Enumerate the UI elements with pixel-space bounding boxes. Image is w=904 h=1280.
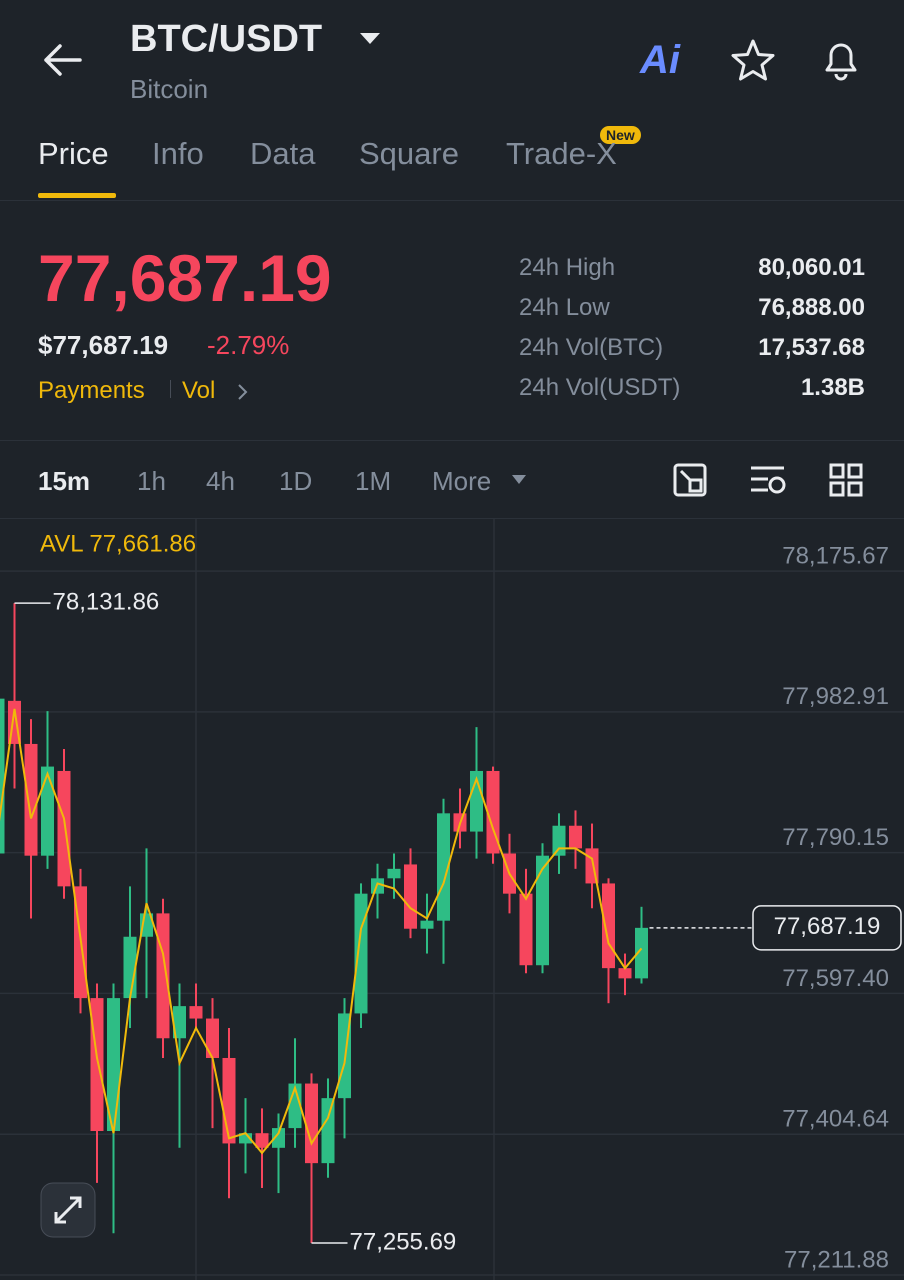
back-button[interactable] bbox=[40, 40, 84, 80]
divider bbox=[0, 200, 904, 201]
y-tick-label: 77,211.88 bbox=[784, 1246, 889, 1273]
candle-body bbox=[156, 913, 170, 1039]
stat-value: 17,537.68 bbox=[758, 334, 865, 361]
vol-link[interactable]: Vol bbox=[182, 377, 216, 404]
new-badge: New bbox=[600, 126, 641, 144]
pair-title[interactable]: BTC/USDT bbox=[130, 18, 323, 60]
pair-subtitle: Bitcoin bbox=[130, 74, 209, 104]
candle-body bbox=[486, 770, 500, 854]
tab[interactable]: Price bbox=[38, 136, 109, 171]
more-dropdown[interactable] bbox=[510, 473, 528, 487]
candle-body bbox=[107, 998, 120, 1132]
candle-body bbox=[189, 1006, 203, 1019]
interval[interactable]: More bbox=[432, 466, 492, 496]
candle-body bbox=[519, 893, 533, 966]
pair-dropdown[interactable] bbox=[358, 30, 382, 46]
candle-body bbox=[305, 1083, 318, 1164]
candle-body bbox=[173, 1006, 186, 1039]
stat-value: 80,060.01 bbox=[758, 254, 865, 281]
stat-label: 24h Vol(USDT) bbox=[519, 374, 681, 401]
candlestick-chart: AVL 77,661.86 78,175.67 77,982.91 77,790.1… bbox=[0, 519, 904, 1280]
candle-body bbox=[618, 968, 632, 979]
last-price-label: 77,687.19 bbox=[774, 913, 881, 940]
interval[interactable]: 15m bbox=[38, 466, 91, 496]
y-tick-label: 77,982.91 bbox=[782, 683, 889, 710]
chevron bbox=[238, 384, 248, 400]
ai-button[interactable]: Ai bbox=[640, 38, 680, 82]
avl-annotation: AVL 77,661.86 bbox=[40, 530, 196, 557]
tab[interactable]: Square bbox=[359, 136, 459, 171]
interval[interactable]: 4h bbox=[206, 466, 235, 496]
alert-button[interactable] bbox=[818, 36, 864, 82]
stat-value: 76,888.00 bbox=[758, 294, 865, 321]
ma-line bbox=[0, 708, 643, 1155]
expand-button[interactable] bbox=[40, 1182, 96, 1238]
candle-body bbox=[272, 1128, 285, 1148]
last-price: 77,687.19 bbox=[38, 241, 332, 315]
candle-body bbox=[321, 1098, 335, 1164]
tab[interactable]: Trade-X bbox=[506, 136, 617, 171]
y-tick-label: 77,597.40 bbox=[782, 965, 889, 992]
candle-body bbox=[255, 1133, 269, 1148]
candle-body bbox=[602, 883, 615, 969]
candle-body bbox=[387, 868, 401, 879]
divider bbox=[0, 440, 904, 441]
candle-body bbox=[222, 1057, 236, 1144]
low-marker-label: 77,255.69 bbox=[350, 1228, 457, 1255]
divider bbox=[0, 518, 904, 519]
candle-body bbox=[420, 920, 434, 929]
favorite-button[interactable] bbox=[730, 38, 776, 84]
y-tick-label: 77,790.15 bbox=[782, 824, 889, 851]
candle-body bbox=[57, 770, 71, 887]
tab[interactable]: Data bbox=[250, 136, 316, 171]
candle-body bbox=[239, 1133, 252, 1144]
candle-body bbox=[635, 927, 648, 979]
candle-body bbox=[404, 864, 417, 929]
interval[interactable]: 1h bbox=[137, 466, 166, 496]
candle-body bbox=[552, 825, 566, 856]
stat-label: 24h Low bbox=[519, 294, 610, 321]
stat-value: 1.38B bbox=[800, 374, 865, 401]
candle-body bbox=[0, 698, 5, 854]
candle-body bbox=[536, 855, 549, 966]
y-tick-label: 77,404.64 bbox=[782, 1106, 889, 1133]
last-price-box bbox=[752, 905, 902, 951]
tab-indicator bbox=[38, 193, 116, 198]
candle-body bbox=[206, 1018, 219, 1058]
usd-price: $77,687.19 bbox=[38, 330, 169, 360]
candle-body bbox=[41, 766, 54, 856]
candle-body bbox=[569, 825, 582, 849]
stat-label: 24h Vol(BTC) bbox=[519, 334, 664, 361]
price-change: -2.79% bbox=[207, 330, 290, 360]
tab[interactable]: Info bbox=[152, 136, 204, 171]
separator bbox=[170, 380, 171, 398]
interval[interactable]: 1M bbox=[355, 466, 392, 496]
high-marker-label: 78,131.86 bbox=[53, 588, 160, 615]
fullscreen-button[interactable] bbox=[672, 462, 708, 498]
stat-label: 24h High bbox=[519, 254, 616, 281]
indicator-button[interactable] bbox=[748, 462, 788, 498]
layout-button[interactable] bbox=[828, 462, 864, 498]
payments-link[interactable]: Payments bbox=[38, 377, 145, 404]
candle-body bbox=[24, 743, 38, 856]
candle-body bbox=[437, 813, 450, 921]
y-tick-label: 78,175.67 bbox=[782, 542, 889, 569]
candle-body bbox=[354, 893, 368, 1014]
interval[interactable]: 1D bbox=[279, 466, 313, 496]
